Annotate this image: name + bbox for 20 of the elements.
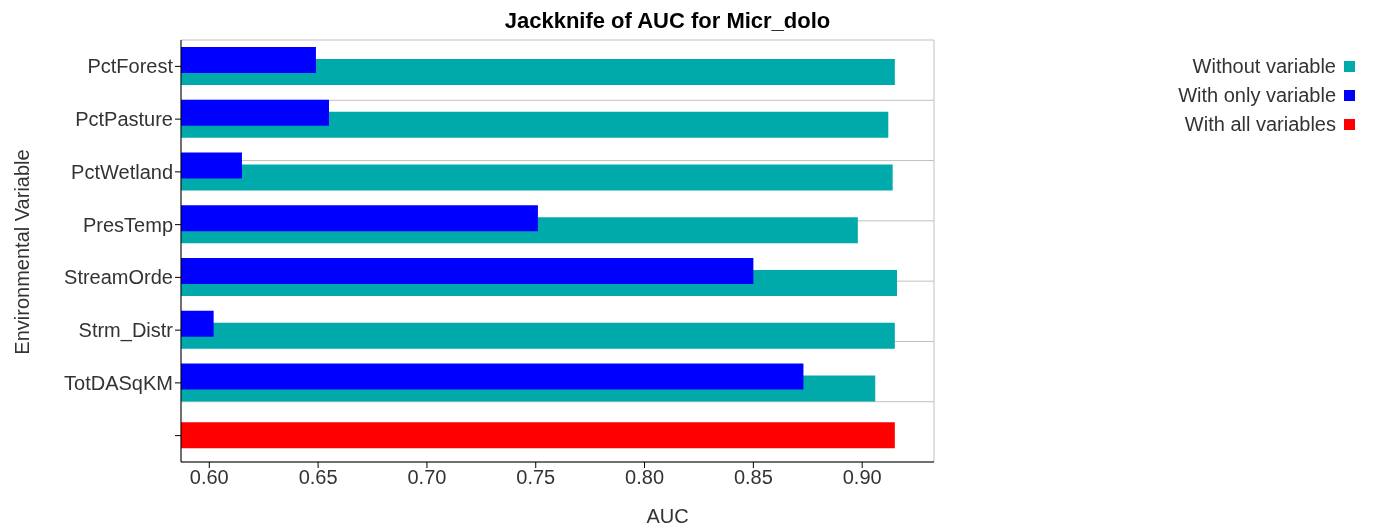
y-tick-label: StreamOrde — [64, 266, 173, 289]
legend-label: With only variable — [1178, 83, 1336, 108]
y-tick-label: PresTemp — [82, 213, 173, 236]
x-tick-label: 0.90 — [842, 466, 882, 489]
y-axis-title: Environmental Variable — [10, 149, 34, 355]
x-tick-label: 0.65 — [298, 466, 338, 489]
x-tick-label: 0.70 — [407, 466, 447, 489]
y-tick-label: TotDASqKM — [64, 371, 173, 394]
y-tick-label: PctForest — [87, 55, 174, 78]
x-tick-label: 0.85 — [733, 466, 773, 489]
y-tick-label: PctWetland — [71, 160, 173, 183]
chart-title: Jackknife of AUC for Micr_dolo — [503, 8, 832, 34]
legend-label: Without variable — [1192, 54, 1336, 79]
y-tick-label: Strm_Distr — [78, 319, 174, 343]
legend-label: With all variables — [1184, 112, 1336, 137]
x-axis-title: AUC — [645, 505, 690, 528]
x-tick-label: 0.80 — [625, 466, 665, 489]
x-tick-label: 0.75 — [516, 466, 556, 489]
y-tick-label: PctPasture — [75, 108, 173, 131]
x-tick-label: 0.60 — [189, 466, 229, 489]
